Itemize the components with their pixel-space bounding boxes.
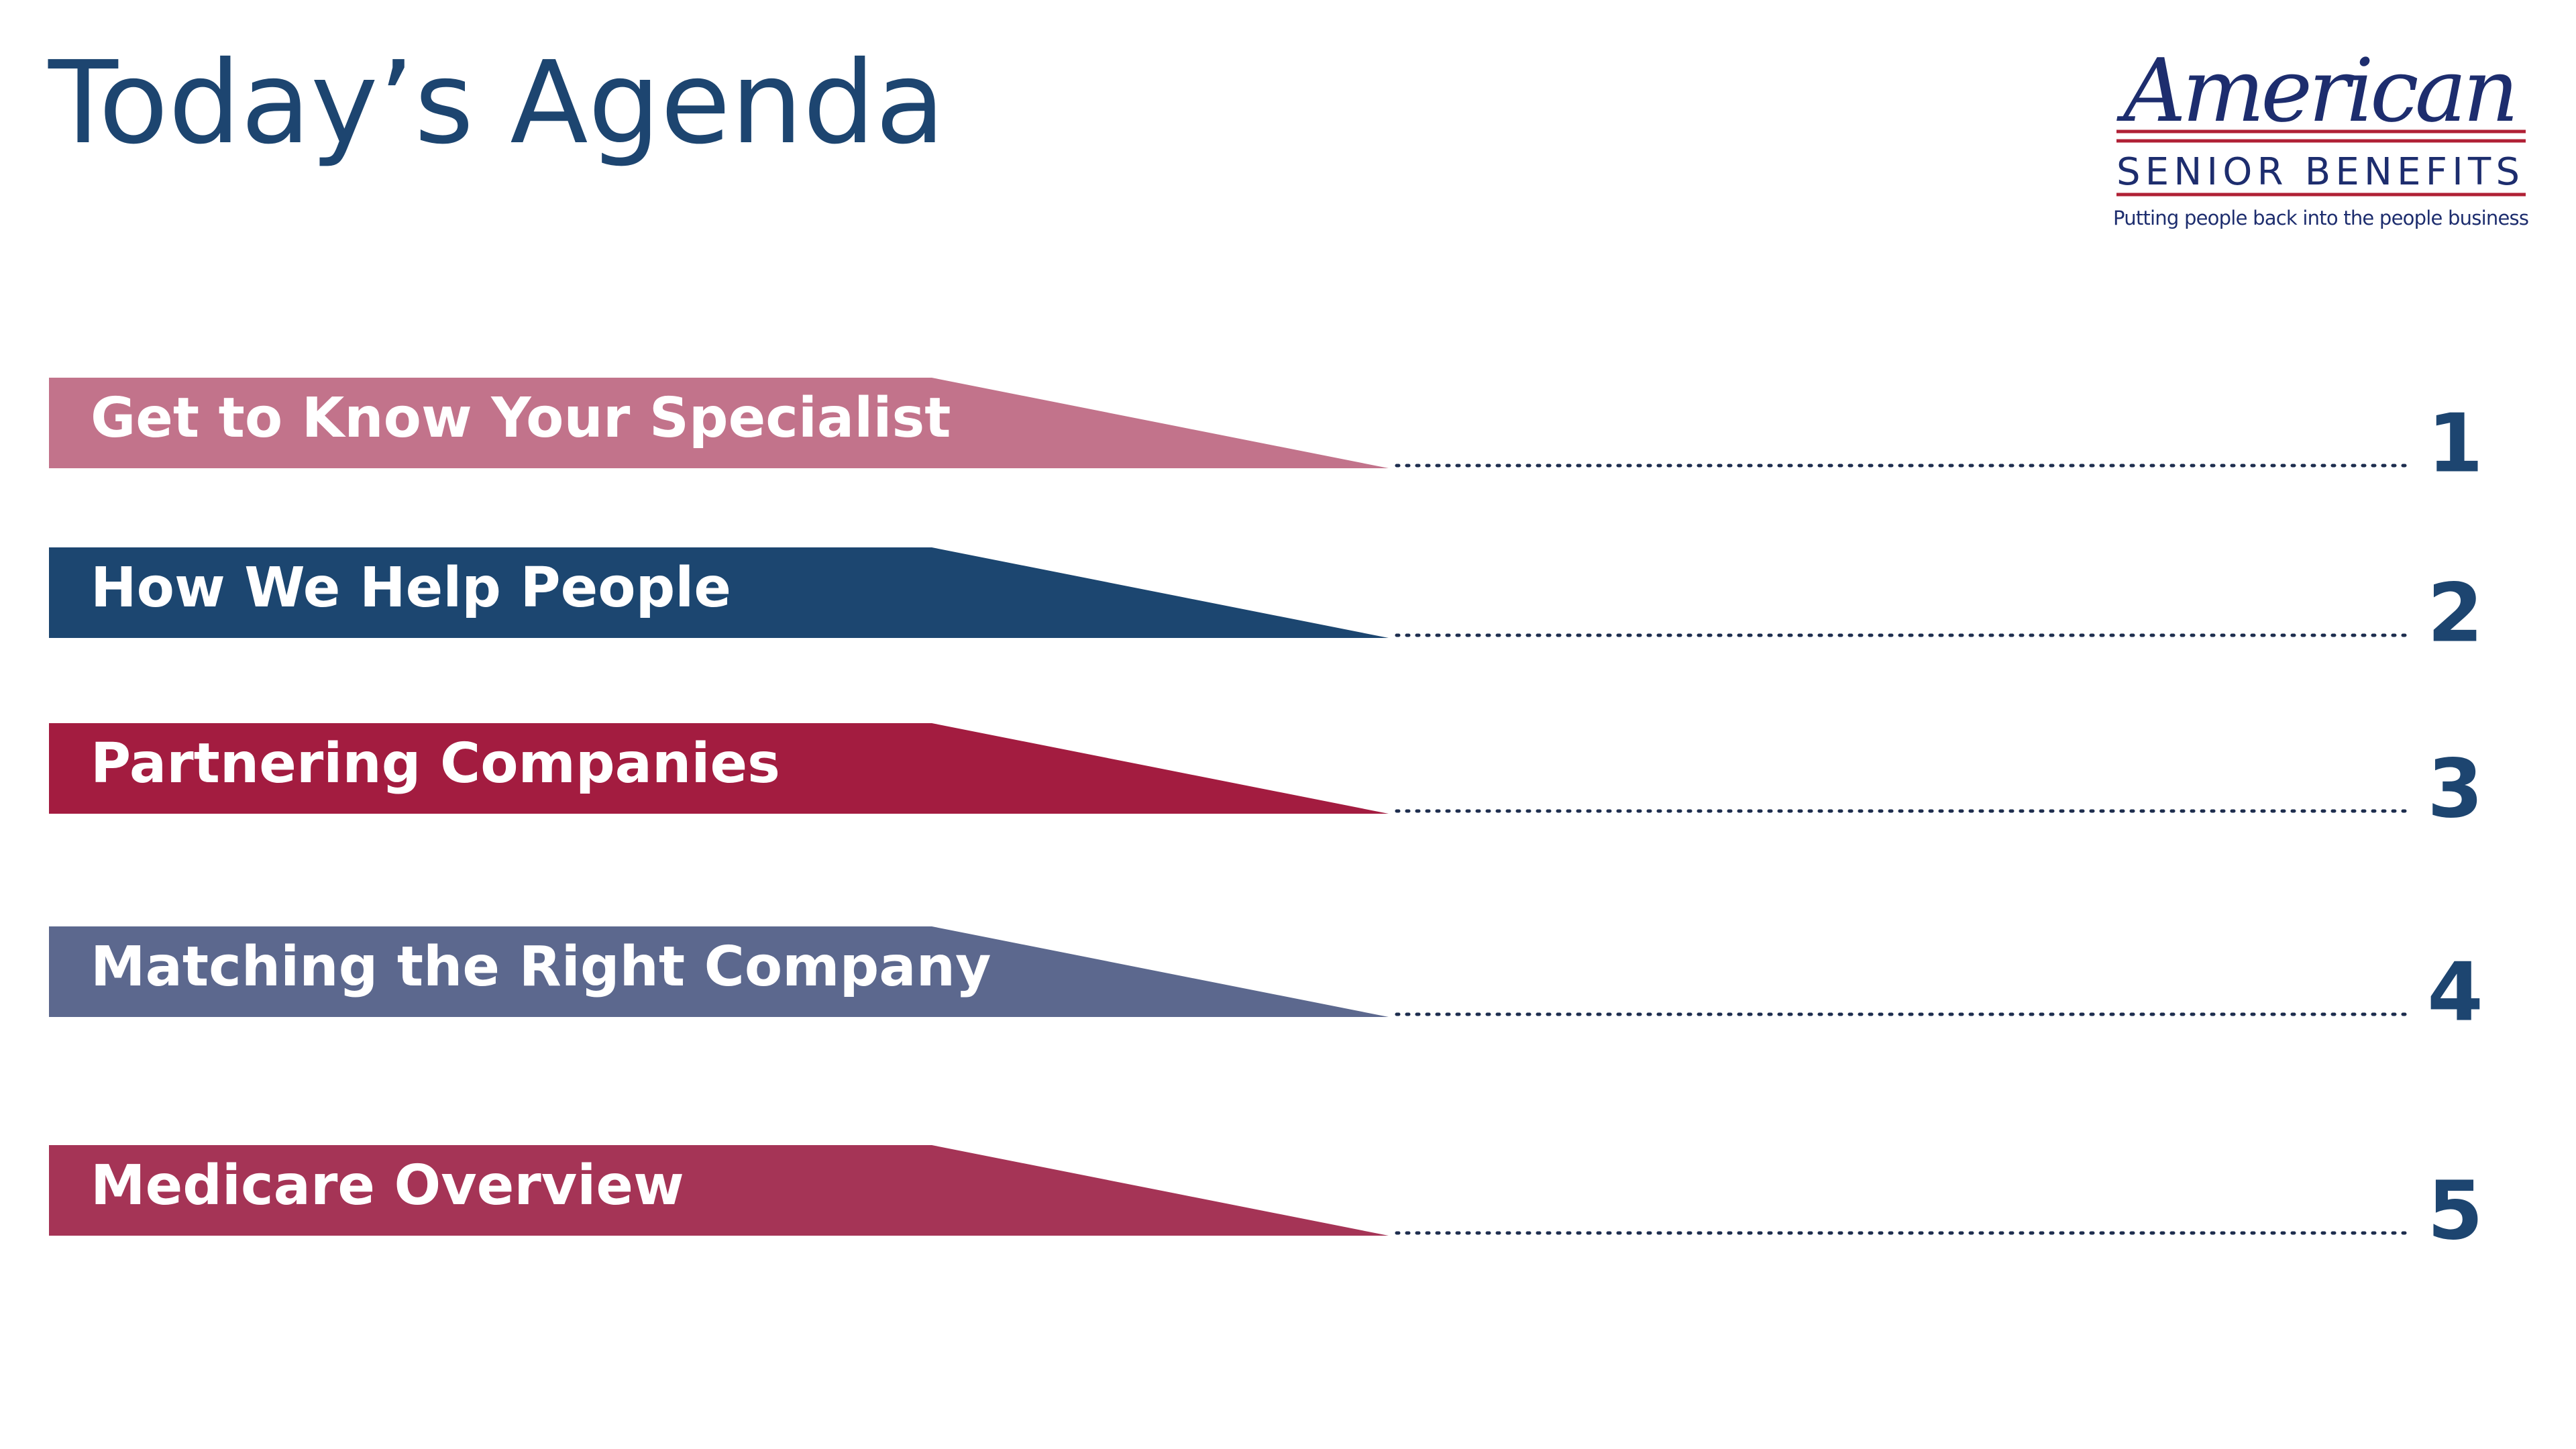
agenda-bar xyxy=(49,378,1389,468)
agenda-number: 3 xyxy=(2427,743,2483,837)
agenda-bar xyxy=(49,723,1389,814)
agenda-number: 2 xyxy=(2427,568,2483,661)
agenda-number: 5 xyxy=(2427,1165,2483,1258)
logo: American SENIOR BENEFITS Putting people … xyxy=(2113,40,2529,229)
agenda-bar xyxy=(49,926,1389,1017)
agenda-bar xyxy=(49,1145,1389,1236)
title: Today’s Agenda xyxy=(48,37,945,170)
logo-name: American xyxy=(2116,40,2519,142)
agenda-label: Medicare Overview xyxy=(91,1154,684,1218)
agenda-label: Get to Know Your Specialist xyxy=(91,386,951,450)
agenda-label: Matching the Right Company xyxy=(91,935,991,999)
agenda-number: 4 xyxy=(2427,947,2483,1040)
agenda: Get to Know Your Specialist 1 How We Help … xyxy=(49,378,2483,1258)
agenda-label: Partnering Companies xyxy=(91,732,780,796)
agenda-number: 1 xyxy=(2427,398,2483,491)
agenda-label: How We Help People xyxy=(91,556,731,620)
agenda-bar xyxy=(49,547,1389,638)
logo-tagline: Putting people back into the people busi… xyxy=(2113,207,2529,229)
logo-subtitle: SENIOR BENEFITS xyxy=(2116,150,2526,194)
